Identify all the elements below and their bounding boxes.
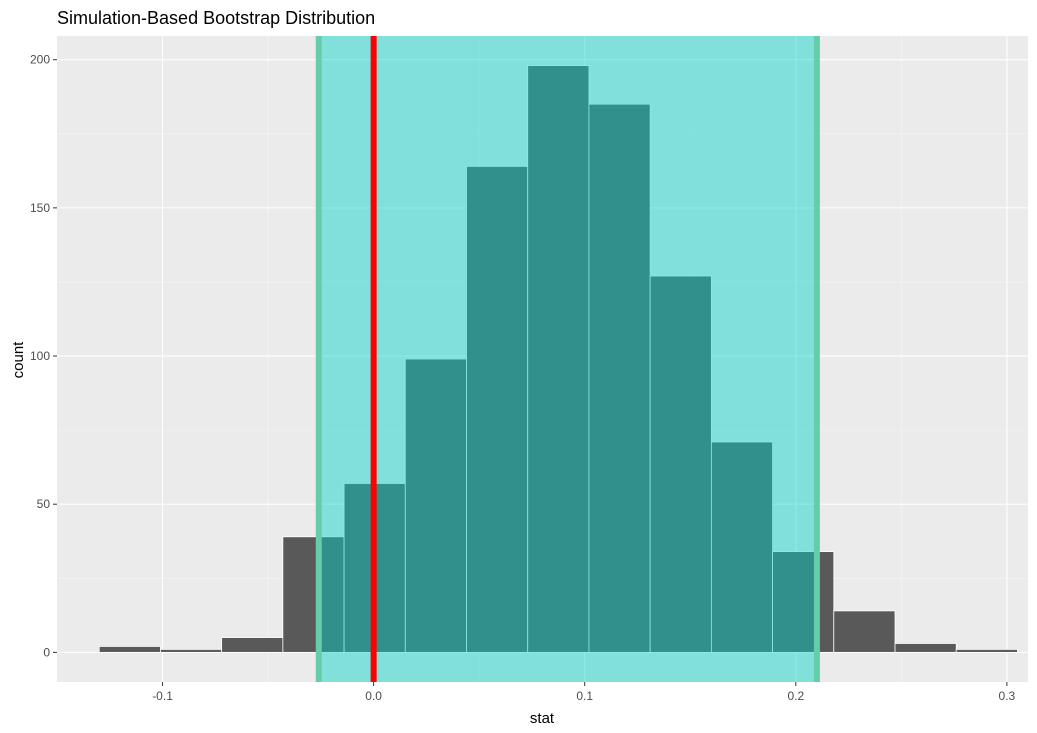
- y-tick-label: 50: [37, 497, 51, 511]
- y-tick-label: 0: [43, 645, 50, 659]
- histogram-bar: [98, 646, 161, 653]
- x-tick-label: 0.2: [787, 689, 804, 703]
- x-axis-title: stat: [530, 710, 555, 727]
- histogram-bar: [955, 649, 1018, 653]
- histogram-bar: [772, 551, 835, 653]
- histogram-bar: [894, 643, 957, 653]
- histogram-bar: [404, 358, 467, 653]
- y-axis-title: count: [10, 341, 27, 379]
- histogram-bar: [221, 637, 284, 653]
- histogram-bar: [160, 649, 223, 653]
- chart-title: Simulation-Based Bootstrap Distribution: [57, 8, 375, 28]
- histogram-bar: [588, 103, 651, 653]
- y-tick-label: 150: [30, 201, 50, 215]
- y-tick-label: 200: [30, 53, 50, 67]
- histogram-bar: [466, 165, 529, 653]
- histogram-bar: [527, 65, 590, 653]
- y-tick-label: 100: [30, 349, 50, 363]
- x-tick-label: 0.1: [576, 689, 593, 703]
- x-tick-label: -0.1: [152, 689, 173, 703]
- x-tick-label: 0.3: [999, 689, 1016, 703]
- histogram-bar: [710, 441, 773, 653]
- histogram-bar: [833, 610, 896, 653]
- x-tick-label: 0.0: [365, 689, 382, 703]
- confidence-interval-shade: [318, 36, 817, 682]
